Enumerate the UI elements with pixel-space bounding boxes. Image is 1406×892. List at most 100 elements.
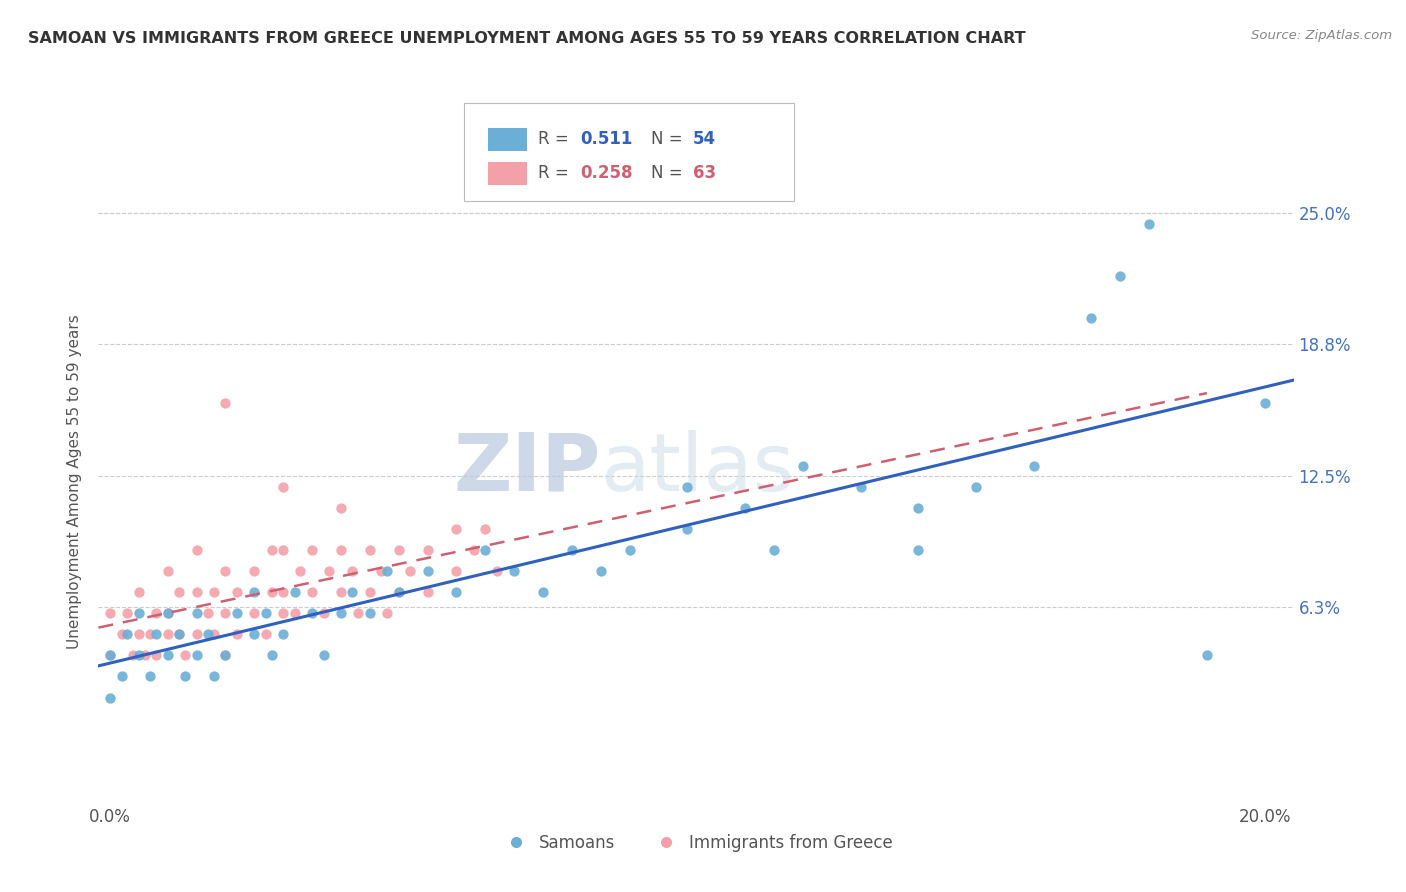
Point [446, 564, 468, 578]
Text: N =: N = [651, 130, 688, 148]
Point [214, 648, 236, 663]
Point [474, 543, 496, 558]
Point [301, 607, 323, 621]
Point [446, 585, 468, 599]
Point [388, 543, 411, 558]
Point [110, 669, 132, 683]
Point [139, 669, 162, 683]
Point [260, 648, 283, 663]
Text: SAMOAN VS IMMIGRANTS FROM GREECE UNEMPLOYMENT AMONG AGES 55 TO 59 YEARS CORRELAT: SAMOAN VS IMMIGRANTS FROM GREECE UNEMPLO… [28, 31, 1026, 46]
Point [676, 522, 699, 536]
Point [561, 543, 583, 558]
Point [318, 564, 340, 578]
Text: 54: 54 [693, 130, 716, 148]
Point [301, 543, 323, 558]
Point [117, 607, 139, 621]
Point [359, 543, 381, 558]
Point [271, 585, 294, 599]
Point [122, 648, 145, 663]
Point [243, 627, 266, 641]
Point [254, 607, 277, 621]
Point [167, 627, 190, 641]
Text: ZIP: ZIP [453, 430, 600, 508]
Point [156, 648, 179, 663]
Point [214, 564, 236, 578]
Point [290, 564, 312, 578]
Point [370, 564, 392, 578]
Point [156, 607, 179, 621]
Point [156, 607, 179, 621]
Point [186, 607, 208, 621]
Point [375, 564, 398, 578]
Point [474, 522, 496, 536]
Point [202, 627, 225, 641]
Point [98, 607, 121, 621]
Point [1080, 311, 1102, 326]
Point [284, 607, 307, 621]
Point [186, 585, 208, 599]
Point [260, 543, 283, 558]
Point [849, 480, 872, 494]
Point [186, 648, 208, 663]
Point [156, 564, 179, 578]
Point [167, 585, 190, 599]
Point [186, 627, 208, 641]
Legend: Samoans, Immigrants from Greece: Samoans, Immigrants from Greece [492, 828, 900, 859]
Point [128, 585, 150, 599]
Point [214, 648, 236, 663]
Point [110, 627, 132, 641]
Point [399, 564, 422, 578]
Y-axis label: Unemployment Among Ages 55 to 59 years: Unemployment Among Ages 55 to 59 years [67, 314, 83, 649]
Point [463, 543, 485, 558]
Point [1253, 395, 1275, 409]
Point [202, 585, 225, 599]
Text: Source: ZipAtlas.com: Source: ZipAtlas.com [1251, 29, 1392, 42]
Text: R =: R = [538, 130, 575, 148]
Point [446, 522, 468, 536]
Point [1195, 648, 1218, 663]
Point [117, 627, 139, 641]
Point [226, 627, 249, 641]
Point [254, 627, 277, 641]
Point [197, 607, 219, 621]
Point [214, 395, 236, 409]
Point [98, 648, 121, 663]
Point [214, 607, 236, 621]
Point [375, 607, 398, 621]
Text: 63: 63 [693, 164, 716, 182]
Text: R =: R = [538, 164, 575, 182]
Point [284, 585, 307, 599]
Point [907, 543, 929, 558]
Point [329, 585, 352, 599]
Point [342, 585, 364, 599]
Point [98, 690, 121, 705]
Text: atlas: atlas [600, 430, 794, 508]
Point [792, 458, 814, 473]
Point [619, 543, 641, 558]
Point [416, 585, 439, 599]
Point [329, 543, 352, 558]
Point [347, 607, 370, 621]
Point [301, 585, 323, 599]
Point [128, 627, 150, 641]
Point [907, 501, 929, 516]
Point [416, 564, 439, 578]
Point [589, 564, 612, 578]
Point [416, 543, 439, 558]
Point [226, 585, 249, 599]
Point [243, 607, 266, 621]
Point [156, 627, 179, 641]
Point [485, 564, 508, 578]
Point [1022, 458, 1045, 473]
Point [531, 585, 554, 599]
Point [271, 607, 294, 621]
Point [145, 607, 167, 621]
Point [312, 607, 335, 621]
Point [329, 501, 352, 516]
Point [145, 627, 167, 641]
Point [167, 627, 190, 641]
Point [762, 543, 785, 558]
Point [197, 627, 219, 641]
Point [1109, 269, 1132, 284]
Point [98, 648, 121, 663]
